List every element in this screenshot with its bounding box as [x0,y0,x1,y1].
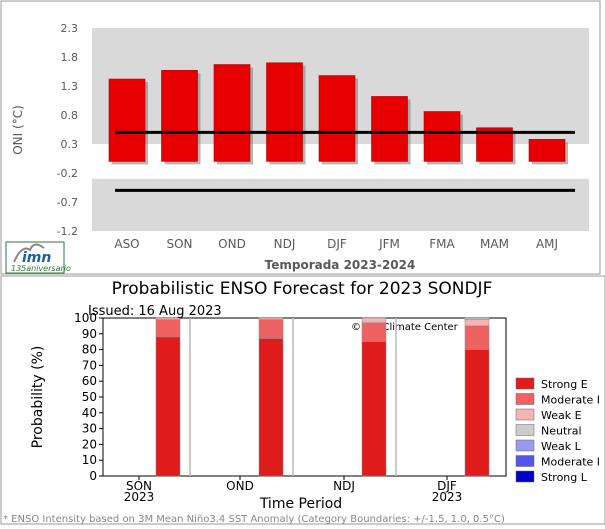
oni-y-tick-label: -0.7 [57,196,78,209]
enso-y-tick-label: 60 [82,374,97,388]
enso-bar-DJF-moderate-e [464,325,490,350]
enso-stacked-bars-group [155,317,490,477]
enso-legend: Strong E Moderate I Weak E Neutral Weak L Mod… [515,377,600,484]
oni-y-tick-label: -1.2 [57,225,78,238]
enso-title: Probabilistic ENSO Forecast for 2023 SON… [112,279,493,299]
oni-y-tick-label: 0.3 [61,138,79,151]
enso-x-tick-label: OND [226,479,254,493]
svg-text:imn: imn [22,250,51,266]
oni-y-tick-label: 0.8 [61,109,79,122]
enso-y-tick-label: 70 [82,358,97,372]
enso-watermark-text: EC Climate Center [366,322,459,333]
enso-legend-swatch [515,408,535,421]
enso-legend-swatch [515,455,535,467]
enso-y-tick-label: 100 [74,311,97,325]
oni-bar-OND [213,64,251,162]
oni-y-axis-label: ONI (°C) [11,105,25,155]
enso-footnote: * ENSO Intensity based on 3M Mean Niño3.… [3,514,505,525]
enso-legend-swatch [515,393,535,405]
oni-x-tick-label: MAM [480,237,509,251]
oni-y-tick-label: -0.2 [57,167,78,180]
enso-bar-SON-weak-e [155,317,181,320]
enso-y-tick-label: 50 [82,390,97,404]
enso-period-separators [189,318,397,476]
enso-legend-swatch [515,424,535,436]
oni-bar-DJF [318,75,356,162]
oni-x-tick-label: JFM [378,237,400,251]
enso-y-tick-label: 40 [82,406,97,420]
enso-legend-label: Weak L [541,440,582,453]
oni-bar-ASO [108,78,146,162]
imn-logo: imn 135aniversario [5,241,71,274]
enso-bar-OND-weak-e [258,317,284,320]
enso-bar-NDJ-strong-e [361,341,387,477]
enso-legend-label: Moderate I [541,456,600,469]
enso-x-tick-year: 2023 [124,490,155,504]
oni-x-tick-label: SON [166,237,192,251]
oni-x-tick-label: NDJ [274,237,296,251]
enso-y-tick-label: 20 [82,437,97,451]
enso-subtitle: Issued: 16 Aug 2023 [88,304,222,319]
enso-bar-OND-moderate-e [258,319,284,339]
enso-legend-swatch [515,470,535,483]
enso-bar-DJF-strong-e [464,349,490,477]
oni-y-tick-label: 1.3 [61,80,79,93]
enso-bar-NDJ-moderate-e [361,322,387,342]
svg-text:135aniversario: 135aniversario [11,264,71,273]
oni-bar-FMA [423,111,461,162]
oni-x-tick-label: OND [218,237,246,251]
enso-legend-swatch [515,439,535,452]
oni-x-tick-label: FMA [429,237,455,251]
oni-bar-NDJ [266,62,303,162]
oni-bar-JFM [371,96,408,162]
enso-bar-NDJ-weak-e [361,317,387,323]
oni-y-tick-label: 2.3 [61,22,79,35]
enso-y-tick-label: 90 [82,327,97,341]
enso-y-tick-label: 10 [82,453,97,467]
enso-legend-label: Moderate I [541,394,600,407]
enso-legend-label: Strong L [541,471,588,484]
enso-bar-DJF-weak-e [464,319,490,327]
oni-bar-SON [161,70,198,162]
oni-x-tick-label: AMJ [536,237,558,251]
oni-bar-AMJ [528,139,566,162]
enso-legend-label: Neutral [541,425,582,438]
enso-y-axis-label: Probability (%) [30,346,46,449]
enso-legend-swatch [515,377,535,390]
oni-y-ticks-group: 2.3 1.8 1.3 0.8 0.3 -0.2 -0.7 -1.2 [57,22,78,238]
enso-y-tick-label: 30 [82,422,97,436]
enso-x-tick-year: 2023 [432,490,463,504]
enso-legend-label: Weak E [541,409,582,422]
oni-threshold-lines-group [115,130,575,192]
enso-bar-SON-strong-e [155,336,181,477]
enso-x-tick-label: NDJ [333,479,355,493]
enso-bar-DJF-neutral [464,317,490,320]
oni-x-tick-label: DJF [327,237,347,251]
enso-x-axis-label: Time Period [259,496,342,512]
enso-y-tick-label: 0 [89,469,97,483]
oni-x-tick-label: ASO [114,237,139,251]
oni-x-axis-label: Temporada 2023-2024 [265,258,416,272]
enso-legend-label: Strong E [541,378,588,391]
enso-bar-SON-moderate-e [155,319,181,338]
enso-watermark: © [351,322,361,333]
enso-x-tick-label: DJF [437,479,457,493]
enso-y-tick-label: 80 [82,343,97,357]
oni-bars-group [108,62,568,165]
enso-x-tick-label: SON [126,479,152,493]
oni-x-ticks-group: ASO SON OND NDJ DJF JFM FMA MAM AMJ [114,237,558,251]
oni-y-tick-label: 1.8 [61,51,79,64]
enso-bar-OND-strong-e [258,338,284,477]
